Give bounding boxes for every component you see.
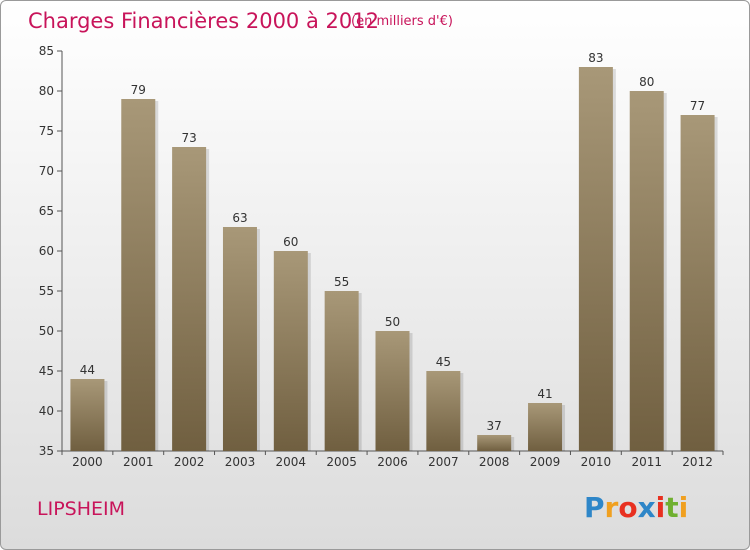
x-tick-label: 2009 [530,455,561,469]
data-label: 50 [385,315,400,329]
x-tick-label: 2008 [479,455,510,469]
data-label: 41 [537,387,552,401]
y-tick-label: 85 [39,44,54,58]
y-tick-label: 70 [39,164,54,178]
logo-letter: o [618,491,637,524]
proxiti-logo: Proxiti [584,491,688,524]
logo-letter: P [584,491,605,524]
bar [172,147,207,451]
x-tick-label: 2003 [225,455,256,469]
x-tick-label: 2000 [72,455,103,469]
x-tick-label: 2010 [581,455,612,469]
logo-letter: t [665,491,678,524]
bar [375,331,410,451]
y-tick-label: 60 [39,244,54,258]
chart-title: Charges Financières 2000 à 2012 [28,9,379,33]
bar [70,379,105,451]
logo-letter: i [656,491,666,524]
bars: 44 79 73 63 60 55 50 45 37 41 83 80 77 [70,51,718,451]
y-tick-label: 40 [39,404,54,418]
x-tick-label: 2012 [682,455,713,469]
data-label: 83 [588,51,603,65]
x-tick-label: 2006 [377,455,408,469]
x-tick-label: 2001 [123,455,154,469]
y-tick-label: 35 [39,444,54,458]
data-label: 77 [690,99,705,113]
y-tick-label: 65 [39,204,54,218]
data-label: 37 [487,419,502,433]
x-tick-label: 2007 [428,455,459,469]
data-label: 79 [131,83,146,97]
x-tick-label: 2005 [326,455,357,469]
logo-letter: i [679,491,689,524]
x-tick-label: 2011 [631,455,662,469]
bar [273,251,308,451]
y-tick-label: 75 [39,124,54,138]
bar [528,403,563,451]
chart-subtitle: (en milliers d'€) [351,14,453,29]
data-label: 45 [436,355,451,369]
bar [578,67,613,451]
data-label: 63 [232,211,247,225]
data-label: 73 [181,131,196,145]
bar [121,99,156,451]
y-tick-label: 80 [39,84,54,98]
y-tick-label: 50 [39,324,54,338]
bar [680,115,715,451]
x-tick-label: 2002 [174,455,205,469]
axes: 35 40 45 50 55 60 65 70 75 80 85 2000 2001 2002 2003 20… [39,44,724,469]
x-tick-label: 2004 [276,455,307,469]
place-name: LIPSHEIM [37,498,125,520]
data-label: 60 [283,235,298,249]
logo-letter: r [605,491,619,524]
bar [477,435,512,451]
bar [324,291,359,451]
data-label: 80 [639,75,654,89]
bar [426,371,461,451]
bar [629,91,664,451]
bar [222,227,257,451]
y-tick-label: 45 [39,364,54,378]
data-label: 55 [334,275,349,289]
logo-letter: x [638,491,656,524]
data-label: 44 [80,363,95,377]
y-tick-label: 55 [39,284,54,298]
